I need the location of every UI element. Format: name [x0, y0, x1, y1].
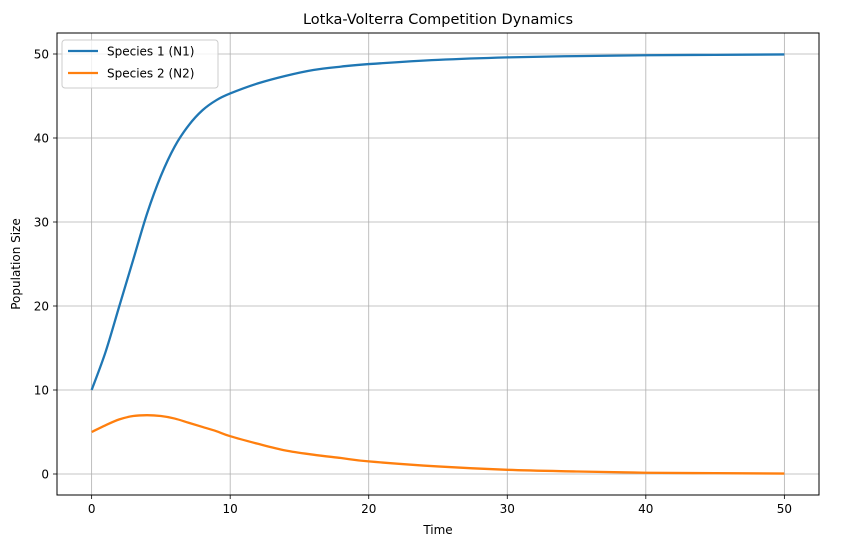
y-axis-ticks: 0 10 20 30 40 50 [34, 48, 57, 482]
legend: Species 1 (N1) Species 2 (N2) [61, 39, 219, 89]
x-axis-label: Time [422, 523, 452, 537]
legend-label-species-2: Species 2 (N2) [107, 67, 194, 81]
x-tick-label: 0 [88, 502, 96, 516]
grid-lines [57, 33, 819, 495]
x-tick-label: 30 [500, 502, 515, 516]
legend-box [61, 39, 219, 89]
y-axis-label: Population Size [9, 218, 23, 310]
chart-title: Lotka-Volterra Competition Dynamics [303, 12, 573, 28]
legend-label-species-1: Species 1 (N1) [107, 45, 194, 59]
y-tick-label: 10 [34, 384, 49, 398]
series-line-species-1 [90, 53, 785, 391]
x-tick-label: 10 [223, 502, 238, 516]
x-axis-ticks: 0 10 20 30 40 50 [88, 495, 792, 516]
x-tick-label: 40 [638, 502, 653, 516]
series-line-species-2 [91, 414, 785, 475]
y-tick-label: 0 [41, 468, 49, 482]
series-lines [90, 53, 785, 475]
y-tick-label: 20 [34, 300, 49, 314]
x-tick-label: 50 [777, 502, 792, 516]
x-tick-label: 20 [361, 502, 376, 516]
y-tick-label: 50 [34, 48, 49, 62]
y-tick-label: 40 [34, 132, 49, 146]
y-tick-label: 30 [34, 216, 49, 230]
plot-frame [56, 32, 820, 496]
